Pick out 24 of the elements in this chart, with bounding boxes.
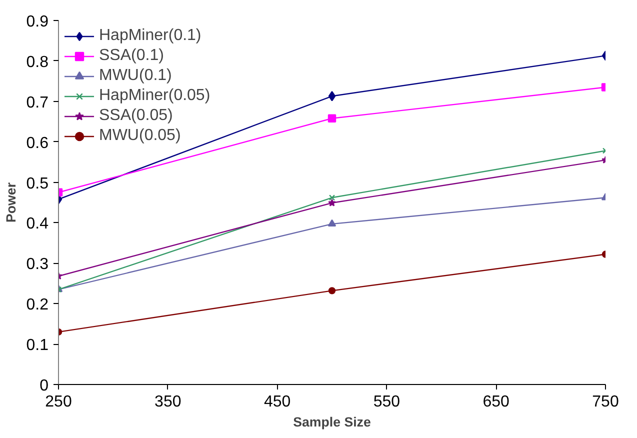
y-tick-label: 0.9	[26, 14, 49, 30]
x-tick-label: 250	[45, 394, 72, 410]
y-tick-label: 0.1	[26, 337, 49, 354]
x-tick-label: 650	[482, 394, 510, 410]
legend-label: HapMiner(0.05)	[99, 87, 210, 105]
x-tick-label: 450	[264, 394, 291, 410]
legend-label: SSA(0.05)	[99, 107, 173, 125]
legend-label: HapMiner(0.1)	[99, 27, 202, 45]
legend-label: MWU(0.05)	[99, 127, 181, 145]
y-tick-label: 0.4	[26, 216, 49, 233]
legend-label: SSA(0.1)	[99, 47, 164, 65]
x-tick-label: 550	[373, 394, 400, 410]
y-axis-title: Power	[3, 182, 18, 222]
y-tick-label: 0.8	[26, 54, 49, 71]
y-tick-label: 0.5	[26, 175, 49, 192]
x-axis-title: Sample Size	[293, 414, 371, 430]
legend-label: MWU(0.1)	[99, 67, 172, 85]
y-tick-label: 0.3	[26, 256, 49, 274]
x-tick-label: 350	[154, 394, 182, 410]
y-tick-label: 0.2	[26, 296, 49, 314]
y-tick-label: 0	[40, 378, 49, 394]
y-tick-label: 0.6	[26, 134, 49, 152]
x-tick-label: 750	[592, 394, 619, 410]
y-tick-label: 0.7	[26, 94, 49, 112]
